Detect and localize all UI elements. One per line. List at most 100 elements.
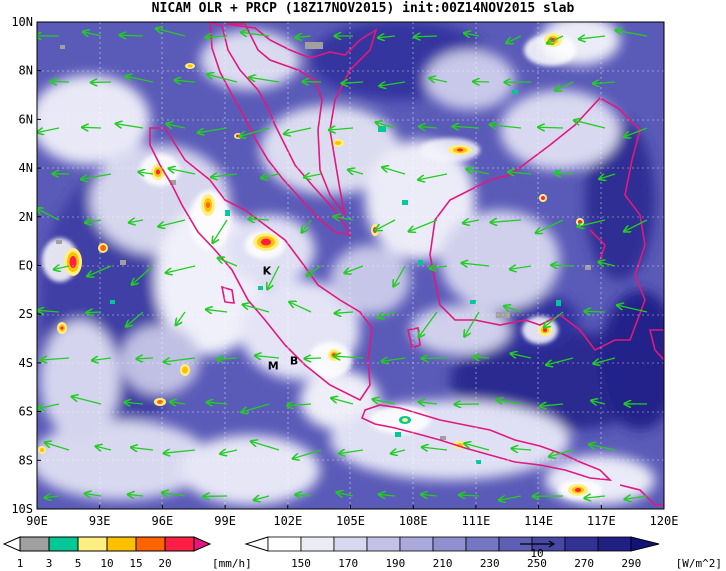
- wind-vector: [254, 496, 270, 500]
- wind-vector: [335, 312, 354, 313]
- wind-vector: [249, 219, 270, 220]
- olr-colorbar-tick: 150: [291, 557, 311, 570]
- coastline-sw-borneo: [589, 229, 606, 261]
- wind-vector: [290, 302, 312, 313]
- wind-vector: [198, 127, 228, 133]
- wind-vector: [126, 76, 154, 83]
- lat-tick-label: 2S: [19, 307, 33, 321]
- precip-cell: [371, 224, 379, 236]
- precip-cell: [154, 398, 166, 406]
- wind-vectors: [37, 29, 648, 501]
- wind-vector: [579, 36, 606, 39]
- wind-vector: [218, 258, 238, 267]
- coastline-java: [360, 404, 613, 482]
- lat-tick-label: 6N: [19, 112, 33, 126]
- olr-colorbar-swatch: [465, 536, 500, 552]
- wind-vector: [512, 448, 532, 450]
- wind-vector: [217, 358, 238, 359]
- wind-vector: [167, 124, 186, 128]
- wind-vector: [207, 74, 238, 83]
- wind-vector: [255, 356, 280, 358]
- wind-vector: [331, 398, 354, 405]
- wind-vector: [92, 358, 112, 360]
- wind-vector: [96, 446, 112, 450]
- lon-tick-label: 108E: [399, 514, 428, 528]
- wind-vector: [85, 494, 102, 496]
- wind-vector: [158, 219, 186, 227]
- precip-cell: [64, 248, 82, 276]
- wind-vector: [599, 174, 616, 179]
- wind-vector: [536, 219, 564, 233]
- precip-colorbar-tick: 1: [17, 557, 24, 570]
- wind-vector: [585, 311, 606, 312]
- wind-vector: [38, 310, 60, 312]
- precip-cell: [180, 364, 190, 376]
- wind-vector: [81, 173, 112, 179]
- wind-vector: [497, 400, 522, 404]
- wind-vector: [342, 82, 364, 83]
- wind-vector: [170, 402, 186, 404]
- lat-tick-label: 4S: [19, 356, 33, 370]
- wind-vector: [164, 450, 196, 453]
- wind-vector: [45, 443, 70, 451]
- wind-vector: [547, 35, 564, 43]
- wind-vector: [429, 78, 448, 82]
- wind-vector: [45, 496, 60, 498]
- wind-vector: [373, 399, 396, 405]
- precip-cell: [332, 139, 344, 147]
- coastline-malay-peninsula: [209, 22, 352, 237]
- wind-vector: [555, 173, 574, 174]
- olr-colorbar-tick: 210: [433, 557, 453, 570]
- wind-vector: [296, 495, 312, 496]
- wind-vector: [508, 172, 532, 174]
- wind-vector: [131, 447, 154, 450]
- wind-vector: [462, 263, 490, 266]
- precip-colorbar-tick: 5: [75, 557, 82, 570]
- precip-colorbar-swatch: [48, 536, 79, 552]
- precip-colorbar-swatch: [77, 536, 108, 552]
- wind-vector: [624, 219, 648, 231]
- wind-vector: [334, 356, 364, 358]
- wind-vector: [430, 266, 448, 268]
- wind-vector: [552, 265, 574, 266]
- precip-colorbar: 1 3 5 10 15 20 [mm/h]: [2, 536, 252, 570]
- latitude-labels: 10N 8N 6N 4N 2N EQ 2S 4S 6S 8S 10S: [11, 15, 41, 516]
- olr-colorbar-swatch: [564, 536, 599, 552]
- wind-vector: [116, 124, 144, 129]
- lon-tick-label: 93E: [89, 514, 111, 528]
- olr-colorbar-tick: 190: [385, 557, 405, 570]
- olr-colorbar-tick: 250: [527, 557, 547, 570]
- olr-colorbar-swatch: [267, 536, 302, 552]
- wind-vector: [211, 174, 238, 177]
- precip-colorbar-tick: 3: [46, 557, 53, 570]
- coastline-borneo: [429, 96, 646, 352]
- precip-colorbar-swatch: [164, 536, 195, 552]
- reference-vector-label: 10: [530, 547, 543, 560]
- wind-vector: [337, 492, 354, 496]
- wind-vector: [464, 311, 480, 336]
- lon-tick-label: 105E: [336, 514, 365, 528]
- coastline-thailand-west: [224, 23, 378, 216]
- reference-vector-head: [548, 540, 556, 548]
- wind-vector: [83, 32, 102, 36]
- precip-cell: [539, 194, 547, 202]
- wind-vector: [555, 81, 574, 90]
- precip-cell: [185, 63, 195, 69]
- precip-cell: [399, 416, 411, 424]
- wind-vector: [120, 35, 144, 36]
- wind-vector: [382, 167, 406, 175]
- wind-vector: [54, 266, 70, 269]
- wind-vector: [175, 80, 196, 82]
- precip-cell: [448, 145, 472, 155]
- wind-vector: [249, 77, 280, 83]
- lat-tick-label: 8S: [19, 453, 33, 467]
- lat-tick-label: 4N: [19, 161, 33, 175]
- wind-vector: [599, 262, 616, 266]
- olr-colorbar-tick: 230: [480, 557, 500, 570]
- wind-vector: [243, 305, 270, 313]
- wind-vector: [578, 219, 606, 227]
- wind-vector: [132, 265, 154, 285]
- wind-vector: [409, 219, 438, 231]
- wind-vector: [82, 127, 102, 128]
